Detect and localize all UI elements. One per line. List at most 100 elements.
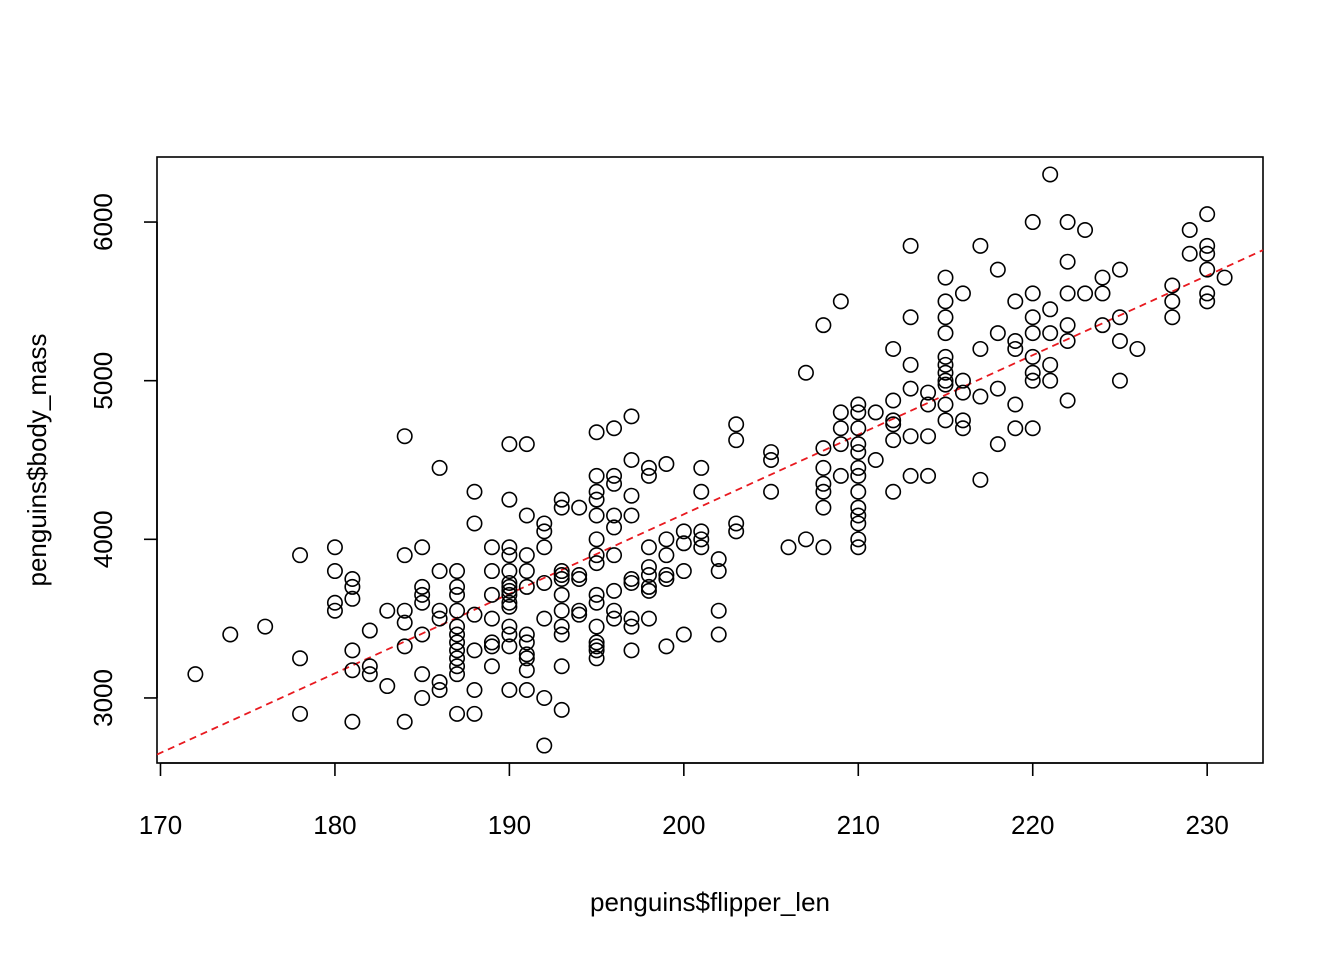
- data-point: [553, 618, 570, 635]
- data-point: [937, 269, 954, 286]
- data-point: [937, 309, 954, 326]
- data-point: [606, 519, 623, 536]
- data-point: [623, 610, 640, 627]
- data-point: [449, 618, 466, 635]
- data-point: [553, 563, 570, 580]
- data-point: [431, 610, 448, 627]
- data-point: [588, 586, 605, 603]
- data-point: [466, 606, 483, 623]
- y-axis-label: penguins$body_mass: [22, 334, 52, 587]
- data-point: [815, 483, 832, 500]
- data-point: [483, 563, 500, 580]
- data-point: [1199, 285, 1216, 302]
- data-point: [658, 570, 675, 587]
- data-point: [483, 610, 500, 627]
- data-point: [501, 539, 518, 556]
- data-point: [1059, 333, 1076, 350]
- data-point: [850, 436, 867, 453]
- data-point: [623, 451, 640, 468]
- data-point: [431, 563, 448, 580]
- data-point: [989, 436, 1006, 453]
- data-point: [501, 436, 518, 453]
- data-point: [414, 689, 431, 706]
- data-point: [501, 547, 518, 564]
- data-point: [588, 555, 605, 572]
- data-point: [518, 507, 535, 524]
- data-point: [553, 586, 570, 603]
- data-point: [588, 531, 605, 548]
- data-point: [449, 586, 466, 603]
- data-point: [1094, 269, 1111, 286]
- x-axis-label: penguins$flipper_len: [590, 887, 830, 917]
- data-point: [588, 547, 605, 564]
- x-tick-label: 210: [837, 810, 880, 840]
- data-point: [850, 467, 867, 484]
- data-point: [885, 416, 902, 433]
- data-point: [449, 658, 466, 675]
- data-point: [885, 483, 902, 500]
- data-point: [501, 626, 518, 643]
- data-point: [850, 404, 867, 421]
- data-point: [187, 666, 204, 683]
- data-point: [954, 372, 971, 389]
- data-point: [518, 563, 535, 580]
- data-point: [1216, 269, 1233, 286]
- data-point: [449, 666, 466, 683]
- y-tick-label: 3000: [88, 669, 118, 727]
- data-point: [414, 539, 431, 556]
- data-point: [763, 444, 780, 461]
- data-point: [501, 638, 518, 655]
- data-point: [361, 666, 378, 683]
- data-point: [553, 491, 570, 508]
- data-point: [414, 578, 431, 595]
- y-tick-label: 5000: [88, 352, 118, 410]
- data-point: [518, 626, 535, 643]
- data-point: [954, 384, 971, 401]
- data-point: [571, 570, 588, 587]
- data-point: [937, 396, 954, 413]
- data-point: [361, 658, 378, 675]
- data-point: [536, 574, 553, 591]
- data-point: [937, 348, 954, 365]
- data-point: [920, 467, 937, 484]
- data-point: [431, 674, 448, 691]
- data-point: [553, 701, 570, 718]
- data-point: [501, 594, 518, 611]
- data-point: [640, 567, 657, 584]
- data-point: [954, 412, 971, 429]
- data-point: [989, 325, 1006, 342]
- data-point: [937, 325, 954, 342]
- data-point: [1077, 285, 1094, 302]
- data-point: [483, 634, 500, 651]
- data-point: [466, 642, 483, 659]
- y-tick-label: 4000: [88, 510, 118, 568]
- data-point: [850, 539, 867, 556]
- data-point: [588, 638, 605, 655]
- data-point: [1024, 348, 1041, 365]
- data-point: [571, 567, 588, 584]
- data-point: [1199, 206, 1216, 223]
- data-point: [850, 515, 867, 532]
- data-point: [640, 578, 657, 595]
- fit-line: [156, 249, 1264, 756]
- data-point: [1111, 261, 1128, 278]
- data-point: [518, 682, 535, 699]
- data-point: [902, 467, 919, 484]
- data-point: [1094, 285, 1111, 302]
- data-point: [623, 408, 640, 425]
- data-point: [850, 499, 867, 516]
- data-point: [588, 618, 605, 635]
- data-point: [675, 563, 692, 580]
- data-point: [972, 388, 989, 405]
- data-point: [449, 650, 466, 667]
- data-point: [414, 626, 431, 643]
- x-tick-label: 220: [1011, 810, 1054, 840]
- data-point: [815, 317, 832, 334]
- data-point: [1111, 333, 1128, 350]
- data-point: [606, 610, 623, 627]
- data-point: [693, 531, 710, 548]
- data-point: [797, 364, 814, 381]
- data-point: [640, 582, 657, 599]
- data-point: [1042, 325, 1059, 342]
- y-axis: 3000 4000 5000 6000: [88, 193, 158, 727]
